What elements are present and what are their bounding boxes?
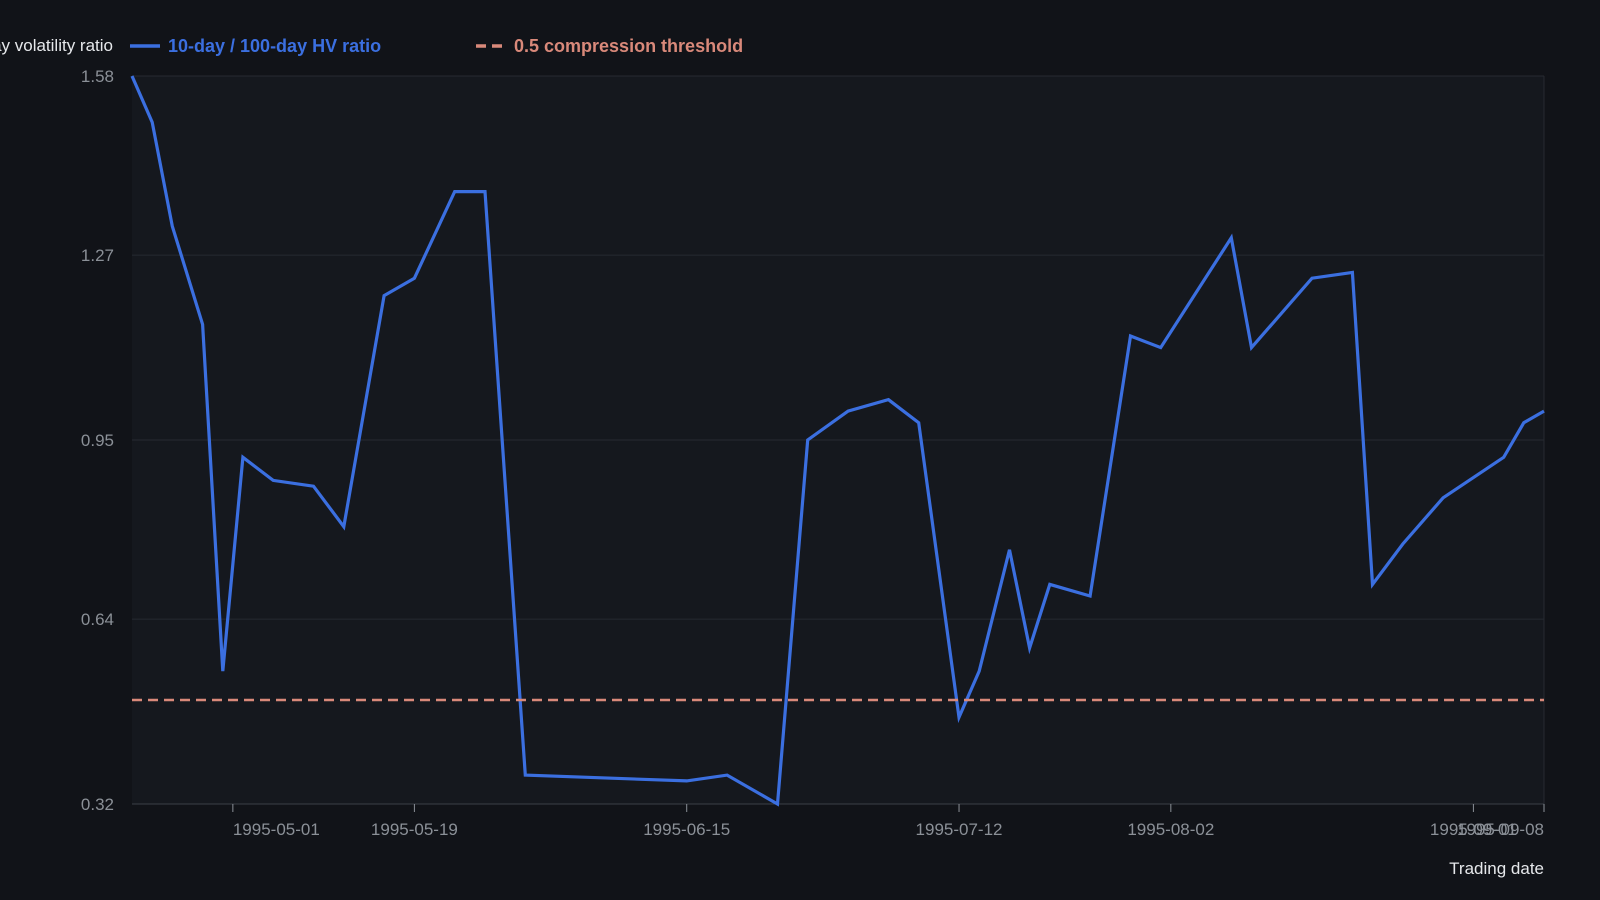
y-tick-label: 1.58 bbox=[81, 67, 114, 86]
y-axis-title: 10-day / 100-day volatility ratio bbox=[0, 36, 113, 55]
x-tick-label: 1995-08-02 bbox=[1127, 820, 1214, 839]
x-tick-label: 1995-07-12 bbox=[916, 820, 1003, 839]
axes: 0.32 0.64 0.95 1.27 1.58 1995-05-01 1995-05-19… bbox=[81, 67, 1545, 839]
x-tick-label: 1995-05-01 bbox=[233, 820, 320, 839]
x-tick-label: 1995-09-08 bbox=[1457, 820, 1544, 839]
x-tick-label: 1995-09-01 bbox=[1430, 820, 1517, 839]
y-tick-label: 0.64 bbox=[81, 610, 114, 629]
series-line-hv-ratio bbox=[130, 75, 1545, 807]
y-tick-label: 0.32 bbox=[81, 795, 114, 814]
y-tick-label: 1.27 bbox=[81, 246, 114, 265]
series-layer bbox=[130, 75, 1545, 807]
x-axis-title: Trading date bbox=[1449, 859, 1544, 878]
legend-label-threshold: 0.5 compression threshold bbox=[514, 36, 743, 56]
x-tick-label: 1995-05-19 bbox=[371, 820, 458, 839]
y-tick-label: 0.95 bbox=[81, 431, 114, 450]
x-tick-label: 1995-06-15 bbox=[643, 820, 730, 839]
legend: 10-day / 100-day HV ratio 0.5 compressio… bbox=[130, 36, 743, 56]
legend-label-hv-ratio: 10-day / 100-day HV ratio bbox=[168, 36, 381, 56]
